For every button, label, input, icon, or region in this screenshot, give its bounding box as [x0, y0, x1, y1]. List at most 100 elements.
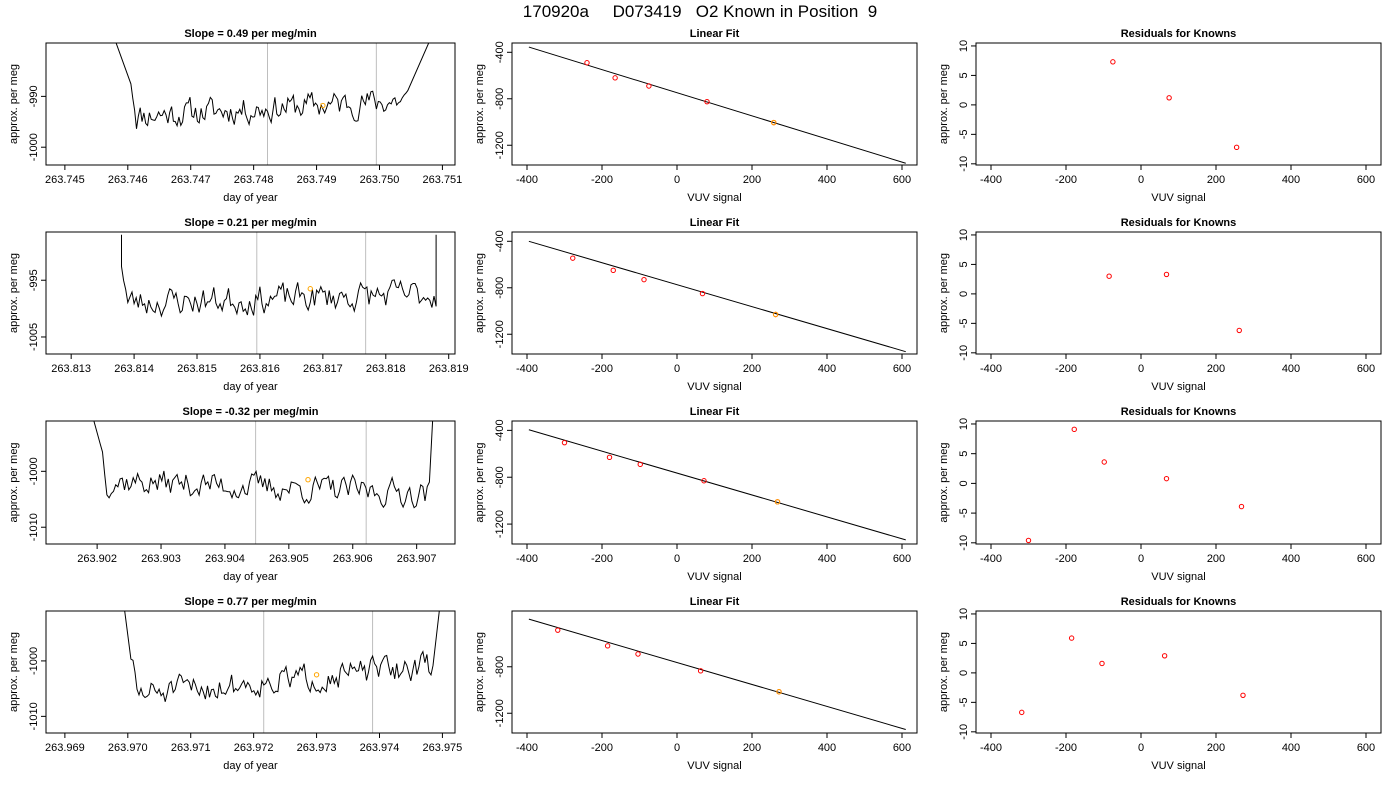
- x-tick-label: 263.906: [333, 553, 373, 565]
- plot-area: [528, 46, 906, 164]
- mean-marker: [313, 672, 320, 678]
- x-tick-label: -200: [591, 174, 613, 186]
- plot-area: [1025, 426, 1245, 544]
- y-tick-label: 0: [958, 670, 970, 676]
- plot-frame: [45, 42, 456, 166]
- data-point: [1025, 537, 1032, 544]
- unknown-point: [772, 311, 779, 318]
- series-trace: [115, 43, 430, 129]
- x-tick-label: 0: [1138, 174, 1144, 186]
- data-point: [641, 276, 647, 283]
- y-tick-label: -1000: [28, 457, 40, 485]
- x-tick-label: -400: [980, 363, 1002, 375]
- x-tick-label: 263.745: [45, 174, 85, 186]
- y-tick-label: -10: [958, 345, 970, 361]
- x-tick-label: 263.813: [51, 363, 91, 375]
- y-axis-label: approx. per meg: [938, 632, 950, 712]
- x-tick-label: -400: [980, 742, 1002, 754]
- unknown-point: [776, 689, 782, 695]
- series-trace: [121, 234, 437, 318]
- x-axis-label: VUV signal: [687, 571, 741, 583]
- x-tick-label: 0: [674, 363, 680, 375]
- panel-title: Slope = 0.77 per meg/min: [184, 596, 317, 608]
- panel-2-4: Linear Fit -400 -200 0 200 400 600 -1200 -800 VUV…: [474, 596, 918, 772]
- panel-title: Residuals for Knowns: [1121, 217, 1237, 229]
- mean-marker: [320, 102, 326, 109]
- x-tick-label: 0: [674, 742, 680, 754]
- x-tick-label: -400: [516, 553, 538, 565]
- plot-frame: [45, 610, 456, 734]
- plot-area: [1019, 635, 1246, 716]
- panel-3-1: Residuals for Knowns -400 -200 0 200 400 600 -1…: [938, 28, 1382, 204]
- panel-title: Slope = 0.49 per meg/min: [184, 28, 317, 40]
- data-point: [612, 75, 618, 81]
- data-point: [1166, 95, 1172, 101]
- y-tick-label: -1010: [28, 513, 40, 541]
- y-tick-label: -995: [28, 269, 40, 291]
- data-point: [1106, 273, 1112, 279]
- x-tick-label: 200: [743, 553, 761, 565]
- y-tick-label: -1200: [494, 510, 506, 538]
- x-tick-label: -200: [591, 742, 613, 754]
- x-tick-label: 263.816: [240, 363, 280, 375]
- y-axis-label: approx. per meg: [474, 442, 486, 522]
- x-tick-label: -200: [1055, 363, 1077, 375]
- plot-frame: [511, 420, 918, 545]
- plot-frame: [45, 231, 456, 355]
- x-tick-label: -400: [516, 742, 538, 754]
- panel-1-2: Slope = 0.21 per meg/min 263.813 263.814 26…: [8, 217, 469, 393]
- figure-title: 170920a D073419 O2 Known in Position 9: [522, 2, 878, 21]
- x-axis-label: VUV signal: [687, 381, 741, 393]
- x-tick-label: -200: [591, 363, 613, 375]
- y-tick-label: -10: [958, 156, 970, 172]
- x-tick-label: 263.970: [108, 742, 148, 754]
- y-axis-label: approx. per meg: [474, 64, 486, 144]
- x-tick-label: -400: [980, 553, 1002, 565]
- x-tick-label: 263.746: [108, 174, 148, 186]
- x-tick-label: 263.905: [269, 553, 309, 565]
- panel-3-3: Residuals for Knowns -400 -200 0 200 400 600 -1…: [938, 406, 1382, 583]
- data-point: [1101, 459, 1107, 465]
- plot-area: [528, 429, 906, 541]
- y-tick-label: -400: [494, 41, 506, 63]
- y-tick-label: 10: [958, 40, 970, 52]
- x-tick-label: 263.975: [423, 742, 463, 754]
- data-point: [1240, 692, 1246, 698]
- fit-line: [528, 240, 906, 353]
- x-tick-label: -200: [1055, 742, 1077, 754]
- plot-frame: [975, 231, 1382, 355]
- panel-1-3: Slope = -0.32 per meg/min 263.902 263.903 2…: [8, 406, 456, 583]
- x-tick-label: 200: [1207, 363, 1225, 375]
- x-tick-label: -400: [516, 363, 538, 375]
- fit-line: [528, 618, 906, 730]
- x-tick-label: 400: [1282, 553, 1300, 565]
- plot-frame: [511, 231, 918, 355]
- plot-area: [93, 421, 434, 544]
- x-axis-label: day of year: [223, 571, 278, 583]
- series-trace: [124, 611, 440, 702]
- x-tick-label: 263.974: [360, 742, 400, 754]
- x-tick-label: 200: [743, 363, 761, 375]
- plot-area: [124, 611, 440, 733]
- x-tick-label: 600: [1357, 742, 1375, 754]
- y-tick-label: -400: [494, 419, 506, 441]
- plot-frame: [975, 42, 1382, 166]
- x-tick-label: 200: [1207, 742, 1225, 754]
- x-tick-label: 400: [818, 174, 836, 186]
- x-axis-label: VUV signal: [1151, 192, 1205, 204]
- y-tick-label: 5: [958, 451, 970, 457]
- panel-title: Linear Fit: [690, 596, 740, 608]
- x-tick-label: 600: [893, 553, 911, 565]
- plot-area: [528, 618, 906, 730]
- data-point: [1068, 635, 1075, 641]
- data-point: [1071, 426, 1077, 433]
- x-tick-label: 263.817: [303, 363, 343, 375]
- x-tick-label: 200: [1207, 553, 1225, 565]
- data-point: [637, 461, 643, 468]
- x-tick-label: 263.969: [45, 742, 85, 754]
- x-tick-label: -400: [516, 174, 538, 186]
- x-tick-label: 400: [818, 553, 836, 565]
- x-tick-label: 263.973: [297, 742, 337, 754]
- x-tick-label: -200: [591, 553, 613, 565]
- y-tick-label: -1200: [494, 699, 506, 727]
